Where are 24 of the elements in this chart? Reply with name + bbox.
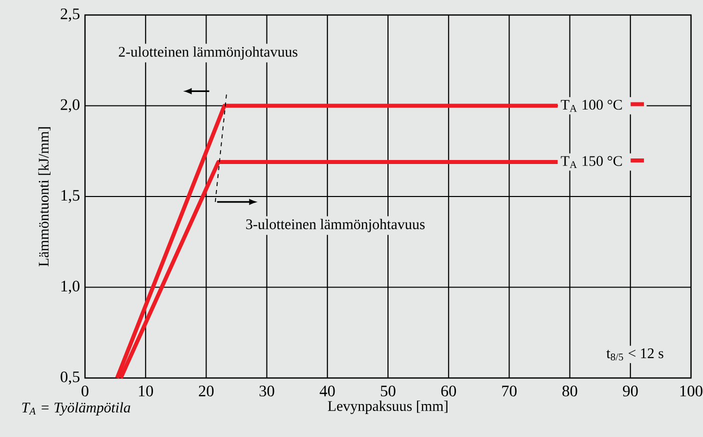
legend-label: T$_{A}$ 150 °C <box>560 156 622 168</box>
x-tick-label: 40 <box>320 386 335 396</box>
y-tick-label: 2,0 <box>60 99 80 112</box>
x-tick-label: 70 <box>502 386 517 396</box>
x-tick-label: 0 <box>82 386 88 396</box>
x-tick-label: 80 <box>562 386 578 396</box>
x-axis-title: Levynpaksuus [mm] <box>328 400 448 414</box>
annotation: 2-ulotteinen lämmönjohtavuus <box>118 46 298 60</box>
y-axis-title: Lämmöntuonti [kJ/mm] <box>38 127 50 266</box>
x-tick-label: 60 <box>441 386 456 396</box>
x-tick-label: 30 <box>260 386 274 396</box>
y-tick-label: 1,5 <box>61 190 80 204</box>
annotation: 3-ulotteinen lämmönjohtavuus <box>246 218 425 232</box>
x-tick-label: 10 <box>139 386 153 396</box>
annotation: t$_{8/5}$ < 12 s <box>606 348 664 360</box>
x-tick-label: 50 <box>380 386 396 396</box>
x-tick-label: 90 <box>622 386 638 396</box>
legend-label: T$_{A}$ 100 °C <box>560 100 622 112</box>
x-tick-label: 100 <box>680 386 702 396</box>
y-tick-label: 1,0 <box>61 280 80 294</box>
y-tick-label: 2,5 <box>60 8 80 22</box>
text: T$_{A}$ = Työlämpötila <box>22 402 130 416</box>
y-tick-label: 0,5 <box>60 371 80 385</box>
x-tick-label: 20 <box>198 386 214 396</box>
